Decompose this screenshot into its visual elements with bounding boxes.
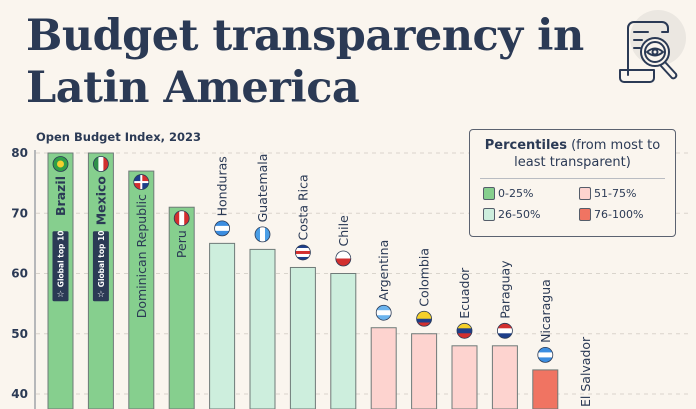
bar-group-chile: Chile [330,215,357,409]
bar-label: Chile [336,215,351,247]
legend-title: Percentiles (from most to least transpar… [470,137,675,171]
bar-label: Colombia [417,248,432,307]
bar-group-argentina: Argentina [370,240,397,409]
bar [289,266,316,409]
bar-label: Brazil [53,176,68,216]
bar [168,206,195,409]
bar-label: El Salvador [578,336,593,407]
legend-item: 51-75% [579,187,675,200]
legend-item: 76-100% [579,208,675,221]
legend-item: 26-50% [483,208,579,221]
colombia-flag-icon [416,311,432,327]
bar [370,327,397,409]
global-top-10-badge [52,231,69,302]
bar [249,248,276,409]
bar-group-paraguay: Paraguay [491,260,518,409]
legend-swatch [579,208,591,221]
legend-swatch [483,208,495,221]
legend-item: 0-25% [483,187,579,200]
legend-swatch [579,187,591,200]
legend-swatch [483,187,495,200]
legend-divider [480,178,665,179]
peru-flag-icon [174,210,190,226]
argentina-flag-icon [376,305,392,321]
guatemala-flag-icon [255,226,270,242]
bar-group-brazil: Brazil Global top 10 ☆ [47,152,74,409]
bar-group-dominican-republic: Dominican Republic [128,170,155,409]
bar-group-el-salvador: El Salvador [578,336,593,407]
bar-label: Guatemala [255,154,270,223]
bar [128,170,155,409]
bar-group-costa-rica: Costa Rica [289,174,316,409]
dominican-republic-flag-icon [133,174,149,190]
badge-label: Global top 10 [97,231,106,288]
y-axis-title: Open Budget Index, 2023 [36,130,202,144]
y-tick-label: 60 [11,267,28,281]
bar [491,345,518,409]
legend-label: 26-50% [498,208,541,221]
nicaragua-flag-icon [537,347,553,363]
costa-rica-flag-icon [295,244,311,260]
bar-label: Ecuador [457,267,472,319]
bar-group-guatemala: Guatemala [249,154,276,409]
bar-label: Honduras [215,156,230,216]
ecuador-flag-icon [457,323,472,339]
paraguay-flag-icon [497,323,513,339]
title-line-1: Budget transparency in [26,11,584,61]
bar-group-colombia: Colombia [411,248,438,409]
y-tick-label: 50 [11,327,28,341]
star-icon: ☆ [56,290,64,300]
honduras-flag-icon [214,220,230,236]
bar-label: Nicaragua [538,279,553,343]
bar-label: Costa Rica [295,174,310,240]
badge-label: Global top 10 [57,231,66,288]
bars: Brazil Global top 10 ☆ Mexico Global top 10 ☆… [47,152,593,409]
bar-label: Paraguay [497,260,512,319]
bar-group-peru: Peru [168,206,195,409]
star-icon: ☆ [97,290,105,300]
legend-label: 51-75% [594,187,637,200]
title-line-2: Latin America [26,63,360,113]
bar [209,242,236,409]
global-top-10-badge [92,231,109,302]
bar-group-honduras: Honduras [209,156,236,409]
legend: Percentiles (from most to least transpar… [469,129,676,237]
bar [451,345,478,409]
bar [411,333,438,409]
legend-title-bold: Percentiles [484,138,567,153]
y-axis: 40 50 60 70 80 [11,146,36,409]
bar-label: Argentina [376,240,391,301]
legend-label: 0-25% [498,187,534,200]
brazil-flag-icon [53,156,68,172]
bar-label: Dominican Republic [134,194,149,318]
y-tick-label: 40 [11,387,28,401]
bar [532,369,559,409]
page-title: Budget transparency in Latin America [26,10,584,114]
bar-label: Mexico [93,176,108,226]
bar-label: Peru [174,230,189,258]
y-tick-label: 80 [11,146,28,160]
bar-group-ecuador: Ecuador [451,267,478,409]
bar-group-mexico: Mexico Global top 10 ☆ [87,152,114,409]
bar [330,273,357,409]
legend-title-rest: (from most to least transparent) [514,138,661,170]
mexico-flag-icon [93,156,109,172]
report-magnifier-icon [619,10,686,83]
bar-group-nicaragua: Nicaragua [532,279,559,409]
chile-flag-icon [335,251,351,266]
y-tick-label: 70 [11,206,28,220]
legend-label: 76-100% [594,208,644,221]
